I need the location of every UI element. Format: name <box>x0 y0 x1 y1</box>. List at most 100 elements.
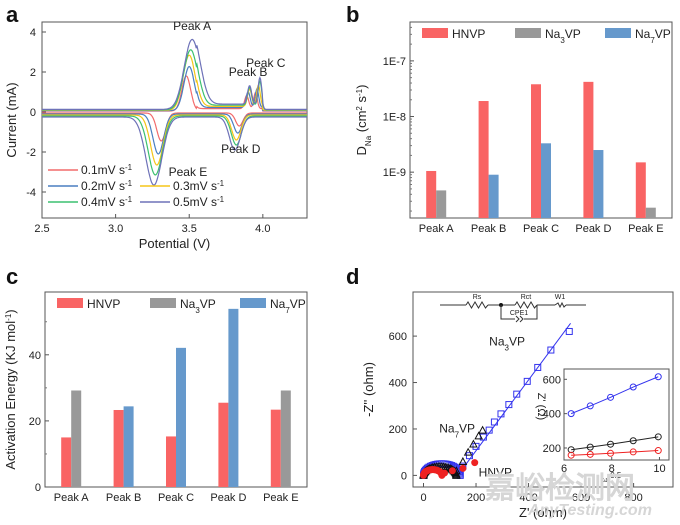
data-point-na7vp <box>474 431 483 440</box>
panel-c-activation-chart: Peak A Peak B Peak C Peak D Peak E 0 20 40 Activ… <box>3 291 308 504</box>
annotation-peak: Peak E <box>169 165 208 179</box>
inset-y-axis-title: Z' (Ω) <box>535 393 547 420</box>
bar-hnvp-peak-e <box>635 162 646 218</box>
plot-area-a <box>41 21 308 219</box>
y-tick-label-a: -2 <box>26 147 36 159</box>
x-tick-label-d: 600 <box>572 492 590 504</box>
bar-na7vp-peak-b <box>488 174 499 218</box>
circuit-wire <box>500 305 538 320</box>
cv-cathodic-curve-4 <box>42 116 307 186</box>
x-tick-label-b: Peak A <box>419 223 455 235</box>
x-tick-label-b: Peak E <box>628 223 663 235</box>
fit-line-na3vp <box>457 323 571 476</box>
legend-label-hnvp: HNVP <box>87 297 120 311</box>
data-point-hnvp <box>471 459 479 467</box>
circuit-label-cpe1: CPE1 <box>510 310 528 317</box>
panel-label-c: c <box>6 264 18 289</box>
y-tick-label-c: 0 <box>35 482 41 494</box>
circuit-label-rs: Rs <box>473 294 482 301</box>
watermark-en: AnyTesting.com <box>527 502 652 519</box>
data-point-na3vp <box>523 377 531 385</box>
y-tick-label-b: 1E-7 <box>383 56 406 68</box>
bar-na7vp-peak-b <box>123 406 134 487</box>
bar-na7vp-peak-d <box>228 308 239 487</box>
x-tick-label-c: Peak E <box>263 492 298 504</box>
inset-point-na7vp <box>607 440 615 448</box>
inset-point-na7vp <box>586 443 594 451</box>
legend-swatch-na3vp <box>150 298 176 308</box>
y-tick-label-d: 0 <box>401 470 407 482</box>
legend-label-2: 0.3mV s-1 <box>173 179 225 194</box>
inset-point-hnvp <box>607 449 615 457</box>
annotation-peak: Peak C <box>246 56 286 70</box>
data-point-na3vp <box>565 327 573 335</box>
y-tick-label-c: 20 <box>29 416 41 428</box>
annotation-na7vp: Na7VP <box>439 421 475 439</box>
inset-point-na7vp <box>654 433 662 441</box>
legend-label-na7vp: Na7VP <box>270 297 306 315</box>
x-axis-title-d: Z' (ohm) <box>519 505 567 520</box>
annotation-peak: Peak B <box>229 65 268 79</box>
x-tick-label-c: Peak D <box>210 492 246 504</box>
annotation-peak: Peak D <box>221 142 261 156</box>
legend-label-0: 0.1mV s-1 <box>81 163 133 178</box>
panel-label-b: b <box>346 2 359 27</box>
y-tick-label-d: 400 <box>389 378 407 390</box>
data-point-hnvp <box>448 467 456 475</box>
y-tick-label-b: 1E-9 <box>383 167 406 179</box>
panel-label-d: d <box>346 264 359 289</box>
panel-b-diffusion-chart: Peak A Peak B Peak C Peak D Peak E 1E-7 1E-8 1E… <box>354 21 673 235</box>
y-tick-label-b: 1E-8 <box>383 112 406 124</box>
inset-x-tick-label: 6 <box>561 463 567 475</box>
inset-point-hnvp <box>586 450 594 458</box>
inset-point-hnvp <box>567 451 575 459</box>
x-tick-label-c: Peak C <box>158 492 194 504</box>
plot-area-d <box>412 291 674 488</box>
inset-y-tick-label: 200 <box>543 443 561 455</box>
inset-point-na7vp <box>567 446 575 454</box>
bar-na3vp-peak-a <box>71 390 82 487</box>
y-tick-label-a: 0 <box>30 107 36 119</box>
y-tick-label-a: 4 <box>30 27 36 39</box>
legend-swatch-na7vp <box>605 28 631 38</box>
legend-label-3: 0.4mV s-1 <box>81 195 133 210</box>
y-tick-label-d: 200 <box>389 424 407 436</box>
cv-cathodic-curve-3 <box>42 115 307 176</box>
data-point-na7vp <box>469 439 478 448</box>
data-point-na7vp <box>451 470 461 479</box>
inset-point-na7vp <box>629 437 637 445</box>
legend-swatch-na3vp <box>515 28 541 38</box>
x-tick-label-d: 0 <box>420 492 426 504</box>
inset-point-na3vp <box>607 393 615 401</box>
cpe-element <box>515 315 524 323</box>
bar-hnvp-peak-c <box>166 436 176 487</box>
inset-x-axis-title: ω-0.5 <box>602 471 622 485</box>
bar-hnvp-peak-b <box>478 101 489 218</box>
y-tick-label-d: 600 <box>389 331 407 343</box>
bar-hnvp-peak-d <box>218 402 229 487</box>
legend-label-na3vp: Na3VP <box>545 27 581 45</box>
x-tick-label-b: Peak C <box>523 223 559 235</box>
x-tick-label-a: 2.5 <box>34 223 49 235</box>
bar-na3vp-peak-e <box>280 390 291 487</box>
x-tick-label-c: Peak B <box>106 492 141 504</box>
legend-label-na7vp: Na7VP <box>635 27 671 45</box>
y-tick-label-a: -4 <box>26 187 36 199</box>
annotation-peak: Peak A <box>173 19 211 33</box>
x-tick-label-d: 400 <box>519 492 537 504</box>
bar-hnvp-peak-a <box>61 437 72 487</box>
inset-line-hnvp <box>571 450 659 456</box>
data-point-na7vp <box>463 447 473 456</box>
data-point-hnvp <box>441 469 449 477</box>
inset-line-na3vp <box>570 376 659 415</box>
x-tick-label-a: 3.0 <box>108 223 123 235</box>
data-point-na7vp <box>478 425 487 434</box>
inset-plot-area <box>563 368 670 461</box>
resistor-rct <box>514 301 538 309</box>
bar-hnvp-peak-d <box>583 81 594 218</box>
x-tick-label-a: 4.0 <box>255 223 270 235</box>
cv-cathodic-curve-0 <box>42 112 307 142</box>
x-tick-label-b: Peak B <box>471 223 506 235</box>
x-tick-label-c: Peak A <box>54 492 90 504</box>
x-tick-label-d: 200 <box>467 492 485 504</box>
